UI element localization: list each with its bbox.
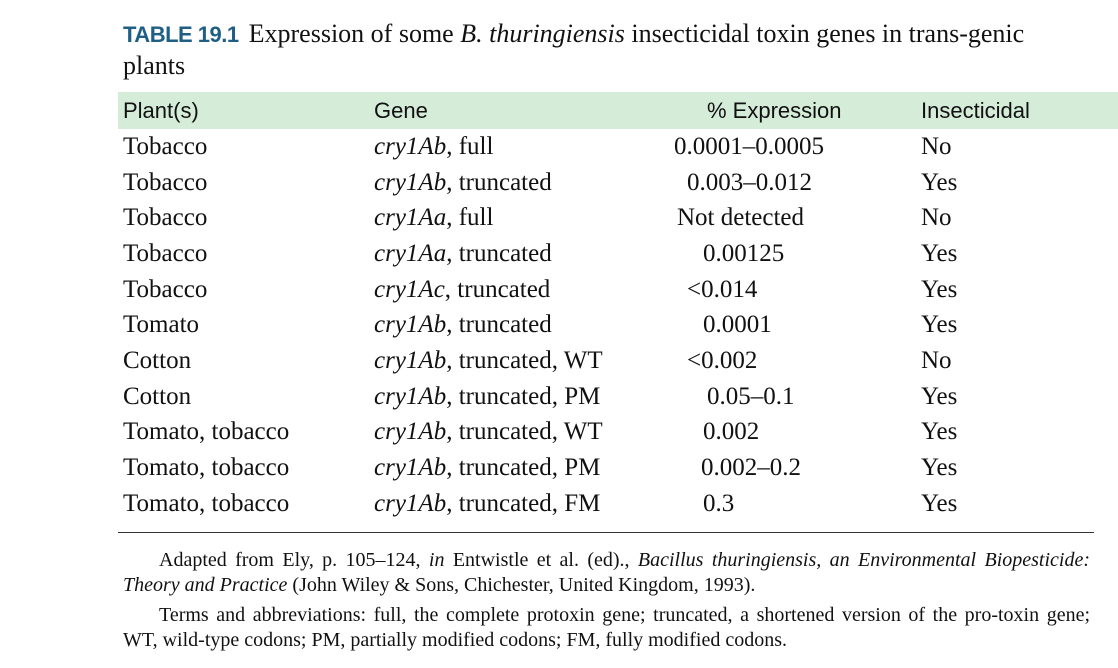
gene-name: cry1Ab: [374, 489, 447, 517]
cell-gene: cry1Ab, truncated, PM: [374, 450, 674, 486]
caption-species: B. thuringiensis: [460, 19, 625, 48]
cell-gene: cry1Ab, full: [374, 129, 674, 165]
expression-table: Plant(s) Gene % Expression Insecticidal …: [118, 92, 1118, 522]
gene-description: , truncated, FM: [446, 489, 601, 517]
gene-name: cry1Ab: [374, 132, 447, 160]
header-gene: Gene: [374, 97, 428, 123]
table-row: Tobacco cry1Ac, truncated <0.014 Yes: [118, 272, 1118, 308]
gene-name: cry1Ab: [374, 311, 447, 339]
cell-insecticidal: No: [921, 204, 952, 232]
cell-gene: cry1Ac, truncated: [374, 272, 674, 308]
cell-plant: Tomato: [123, 311, 200, 339]
cell-plant: Tobacco: [123, 275, 208, 303]
gene-description: , truncated, PM: [446, 454, 601, 482]
gene-description: , truncated: [444, 275, 551, 303]
gene-name: cry1Aa: [374, 204, 447, 232]
cell-insecticidal: Yes: [921, 168, 958, 196]
cell-plant: Tobacco: [123, 132, 208, 160]
gene-name: cry1Ac: [374, 275, 445, 303]
source-note: Adapted from Ely, p. 105–124, in Entwist…: [123, 548, 1090, 598]
gene-description: , full: [446, 132, 494, 160]
table-row: Tobacco cry1Aa, truncated 0.00125 Yes: [118, 236, 1118, 272]
cell-gene: cry1Aa, full: [374, 200, 674, 236]
cell-plant: Tomato, tobacco: [123, 454, 290, 482]
cell-expression: <0.002: [687, 346, 758, 374]
cell-expression: 0.00125: [703, 239, 785, 267]
cell-plant: Tobacco: [123, 239, 208, 267]
table-row: Tomato, tobacco cry1Ab, truncated, WT 0.00…: [118, 415, 1118, 451]
source-part5: (John Wiley & Sons, Chichester, United K…: [287, 574, 756, 596]
cell-insecticidal: No: [921, 132, 952, 160]
cell-insecticidal: Yes: [921, 275, 958, 303]
gene-description: , truncated, PM: [446, 382, 601, 410]
cell-plant: Cotton: [123, 346, 192, 374]
table-row: Tobacco cry1Ab, full 0.0001–0.0005 No: [118, 129, 1118, 165]
gene-name: cry1Ab: [374, 454, 447, 482]
table-label: TABLE 19.1: [123, 22, 239, 47]
gene-name: cry1Ab: [374, 382, 447, 410]
caption-text-pre: Expression of some: [248, 19, 461, 48]
gene-description: , truncated: [446, 168, 552, 196]
header-expression: % Expression: [707, 97, 842, 123]
cell-gene: cry1Ab, truncated, WT: [374, 415, 674, 451]
cell-expression: 0.002: [703, 418, 760, 446]
cell-expression: <0.014: [687, 275, 758, 303]
cell-expression: 0.3: [703, 489, 735, 517]
cell-expression: 0.002–0.2: [701, 454, 801, 482]
gene-description: , truncated, WT: [446, 346, 603, 374]
abbreviations-note: Terms and abbreviations: full, the compl…: [123, 604, 1090, 651]
expression-table-container: Plant(s) Gene % Expression Insecticidal …: [118, 92, 1118, 522]
gene-name: cry1Ab: [374, 168, 447, 196]
cell-gene: cry1Ab, truncated, FM: [374, 486, 674, 522]
cell-plant: Tomato, tobacco: [123, 489, 290, 517]
table-row: Tomato, tobacco cry1Ab, truncated, PM 0.00…: [118, 450, 1118, 486]
cell-expression: Not detected: [677, 204, 805, 232]
table-row: Tomato cry1Ab, truncated 0.0001 Yes: [118, 307, 1118, 343]
caption-text-post: insecticidal toxin genes in trans-genic …: [123, 19, 1025, 80]
table-row: Tomato, tobacco cry1Ab, truncated, FM 0.3 Y…: [118, 486, 1118, 522]
cell-insecticidal: No: [921, 346, 952, 374]
source-book-title: Bacillus thuringiensis, an Environmental…: [123, 549, 1090, 596]
cell-plant: Cotton: [123, 382, 192, 410]
gene-description: , full: [446, 204, 494, 232]
table-row: Tobacco cry1Ab, truncated 0.003–0.012 Yes: [118, 165, 1118, 201]
header-insecticidal: Insecticidal: [921, 97, 1030, 123]
cell-insecticidal: Yes: [921, 382, 958, 410]
cell-plant: Tomato, tobacco: [123, 418, 290, 446]
gene-name: cry1Aa: [374, 239, 447, 267]
table-row: Cotton cry1Ab, truncated, WT <0.002 No: [118, 343, 1118, 379]
cell-expression: 0.05–0.1: [707, 382, 795, 410]
source-part2: in: [428, 549, 445, 571]
gene-name: cry1Ab: [374, 346, 447, 374]
table-header-row: Plant(s) Gene % Expression Insecticidal: [118, 92, 1118, 129]
cell-insecticidal: Yes: [921, 489, 958, 517]
gene-name: cry1Ab: [374, 418, 447, 446]
cell-gene: cry1Ab, truncated, PM: [374, 379, 674, 415]
header-plants: Plant(s): [123, 97, 199, 123]
cell-expression: 0.003–0.012: [687, 168, 812, 196]
gene-description: , truncated, WT: [446, 418, 603, 446]
cell-gene: cry1Aa, truncated: [374, 236, 674, 272]
table-row: Cotton cry1Ab, truncated, PM 0.05–0.1 Yes: [118, 379, 1118, 415]
cell-expression: 0.0001–0.0005: [674, 132, 824, 160]
cell-expression: 0.0001: [703, 311, 772, 339]
source-part3: Entwistle et al. (ed).,: [444, 549, 638, 571]
cell-insecticidal: Yes: [921, 311, 958, 339]
gene-description: , truncated: [446, 311, 552, 339]
cell-insecticidal: Yes: [921, 418, 958, 446]
source-part1: Adapted from Ely, p. 105–124,: [159, 549, 429, 571]
table-caption: TABLE 19.1 Expression of some B. thuringi…: [123, 18, 1053, 81]
table-body: Tobacco cry1Ab, full 0.0001–0.0005 No Tobacc…: [118, 129, 1118, 522]
table-row: Tobacco cry1Aa, full Not detected No: [118, 200, 1118, 236]
cell-plant: Tobacco: [123, 204, 208, 232]
cell-insecticidal: Yes: [921, 239, 958, 267]
gene-description: , truncated: [446, 239, 552, 267]
cell-gene: cry1Ab, truncated, WT: [374, 343, 674, 379]
table-bottom-rule: [118, 532, 1094, 533]
cell-gene: cry1Ab, truncated: [374, 307, 674, 343]
cell-insecticidal: Yes: [921, 454, 958, 482]
cell-gene: cry1Ab, truncated: [374, 165, 674, 201]
cell-plant: Tobacco: [123, 168, 208, 196]
